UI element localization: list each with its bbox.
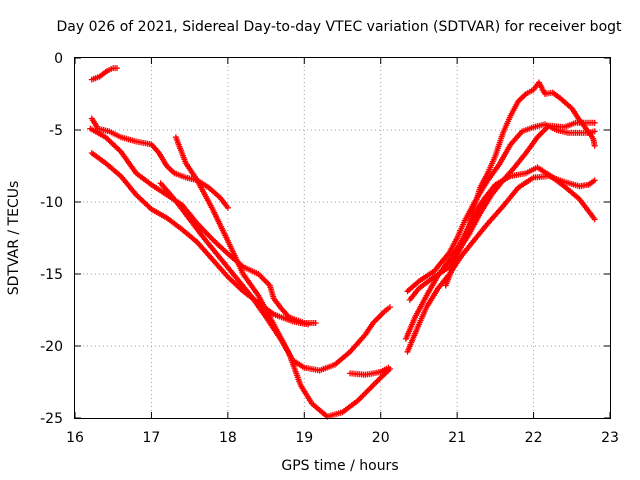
data-point-marker (305, 321, 312, 328)
x-tick-label: 17 (143, 430, 161, 446)
y-tick-label: -20 (40, 339, 63, 355)
series-track-5 (157, 180, 393, 374)
data-point-marker (224, 204, 231, 211)
axis-ticks: 16 17 18 19 20 21 22 23 0 -5 -10 -15 -20 -25 (40, 51, 619, 446)
x-axis-label: GPS time / hours (281, 458, 398, 474)
chart-title: Day 026 of 2021, Sidereal Day-to-day VTE… (56, 19, 622, 35)
y-tick-label: -10 (40, 195, 63, 211)
data-point-marker (373, 379, 380, 385)
series-track-7 (347, 364, 392, 378)
x-tick-label: 23 (601, 430, 619, 446)
y-tick-label: -15 (40, 267, 63, 283)
data-point-marker (591, 119, 598, 126)
data-point-marker (385, 364, 392, 371)
x-tick-label: 22 (525, 430, 543, 446)
series-track-8 (404, 173, 598, 355)
data-point-marker (359, 393, 366, 400)
series-track-9 (402, 164, 598, 342)
grid (75, 58, 610, 418)
data-point-marker (591, 128, 598, 135)
y-axis-label: SDTVAR / TECUs (6, 181, 22, 296)
data-point-marker (114, 65, 120, 72)
data-point-marker (312, 320, 319, 326)
x-tick-label: 16 (66, 430, 84, 446)
x-tick-label: 21 (448, 430, 466, 446)
data-point-marker (591, 177, 598, 184)
y-tick-label: 0 (54, 51, 63, 67)
series-track-12 (442, 79, 598, 289)
data-point-marker (386, 304, 393, 311)
series-track-6 (172, 134, 393, 420)
series-track-1 (88, 65, 120, 83)
data-point-marker (262, 278, 269, 285)
y-tick-label: -5 (49, 123, 63, 139)
series-track-4 (88, 150, 312, 328)
data-point-marker (591, 142, 598, 149)
data-series (87, 65, 598, 420)
x-tick-label: 19 (295, 430, 313, 446)
data-point-marker (375, 314, 382, 321)
y-tick-label: -25 (40, 411, 63, 427)
x-tick-label: 20 (372, 430, 390, 446)
plot-frame (74, 57, 611, 419)
series-track-3 (87, 125, 319, 326)
x-tick-label: 18 (219, 430, 237, 446)
series-track-11 (406, 119, 598, 303)
data-point-marker (591, 216, 598, 223)
